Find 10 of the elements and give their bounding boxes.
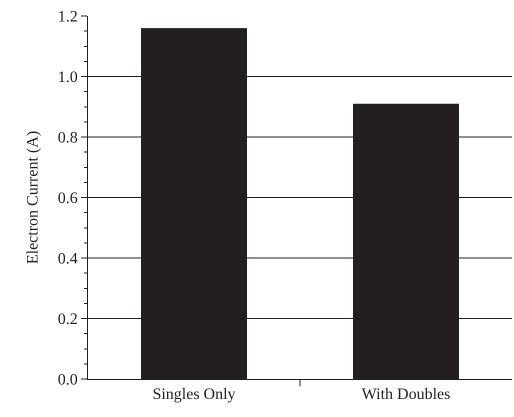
- y-tick-label: 0.4: [58, 250, 78, 268]
- y-tick-label: 1.2: [58, 8, 78, 26]
- y-tick-label: 1.0: [58, 69, 78, 86]
- y-tick-label: 0.8: [58, 130, 78, 147]
- y-tick-label: 0.6: [58, 190, 78, 208]
- y-tick-label: 0.2: [58, 311, 78, 328]
- y-tick-label: 0.0: [58, 372, 78, 389]
- y-axis-title: Electron Current (A): [24, 130, 42, 264]
- x-tick-label: With Doubles: [362, 386, 450, 404]
- x-tick-label: Singles Only: [152, 386, 236, 404]
